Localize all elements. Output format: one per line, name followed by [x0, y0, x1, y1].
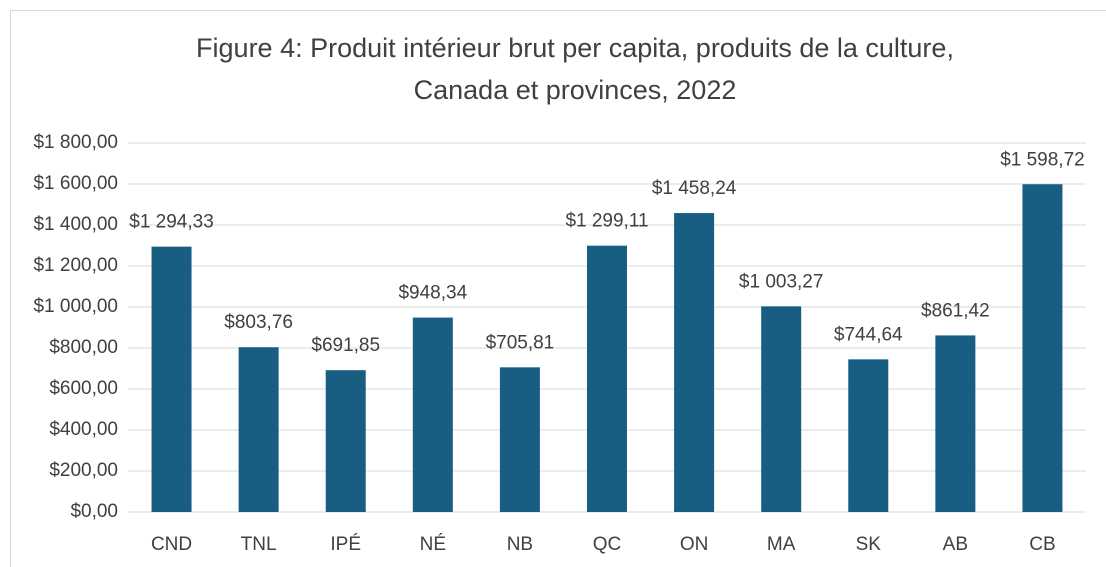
x-tick-label: SK	[856, 534, 882, 555]
data-label: $1 294,33	[129, 212, 214, 233]
y-tick-label: $1 400,00	[33, 214, 118, 235]
data-label: $948,34	[398, 283, 467, 304]
x-tick-label: IPÉ	[330, 534, 361, 555]
x-tick-label: CND	[151, 534, 192, 555]
bar	[151, 246, 192, 512]
data-label: $1 598,72	[1000, 149, 1085, 170]
x-tick-label: NÉ	[420, 534, 446, 555]
y-tick-label: $1 200,00	[33, 255, 118, 276]
data-label: $1 003,27	[739, 271, 824, 292]
data-label: $861,42	[921, 300, 990, 321]
bar	[325, 370, 366, 512]
bar	[848, 359, 889, 512]
data-label: $691,85	[311, 335, 380, 356]
x-tick-label: QC	[593, 534, 622, 555]
data-label: $1 458,24	[652, 178, 737, 199]
chart-title: Figure 4: Produit intérieur brut per cap…	[196, 33, 954, 63]
y-tick-label: $0,00	[70, 501, 118, 522]
bar	[587, 245, 627, 513]
data-label: $705,81	[486, 332, 555, 353]
bar	[499, 367, 540, 512]
x-tick-label: ON	[680, 534, 709, 555]
y-tick-label: $1 800,00	[33, 132, 118, 153]
y-tick-label: $1 000,00	[33, 296, 118, 317]
data-label: $744,64	[834, 324, 903, 345]
data-label: $1 299,11	[565, 211, 648, 232]
x-tick-label: AB	[943, 534, 968, 555]
y-tick-label: $800,00	[49, 337, 118, 358]
x-tick-label: TNL	[241, 534, 277, 555]
bar	[935, 335, 976, 512]
chart-title: Canada et provinces, 2022	[414, 75, 737, 105]
y-tick-label: $600,00	[49, 378, 118, 399]
y-tick-label: $200,00	[49, 460, 118, 481]
data-label: $803,76	[224, 312, 293, 333]
bar	[761, 306, 802, 512]
bar	[238, 347, 279, 512]
x-tick-label: MA	[767, 534, 796, 555]
x-tick-label: NB	[507, 534, 533, 555]
y-tick-label: $1 600,00	[33, 173, 118, 194]
x-tick-label: CB	[1029, 534, 1055, 555]
bar	[674, 213, 715, 513]
bar	[1022, 184, 1063, 513]
bar	[412, 317, 453, 512]
y-tick-label: $400,00	[49, 419, 118, 440]
